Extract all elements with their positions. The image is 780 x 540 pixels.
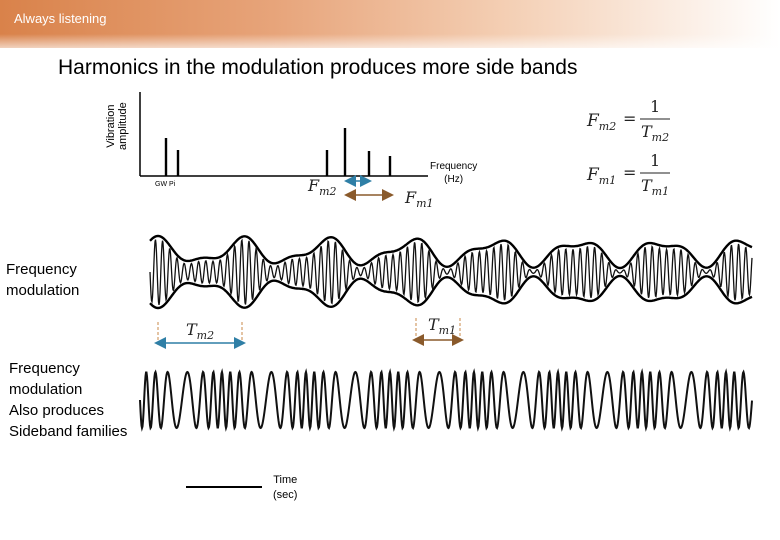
sideband-label-line1: Frequency [9,360,80,377]
tm1-label: Tm1 [428,315,456,337]
x-label-line1: Frequency [430,161,478,172]
formula-fm2-denominator: Tm2 [641,122,669,144]
fm-carrier-waveform [149,238,753,306]
sideband-label-line3: Also produces [9,402,105,419]
brand-label: Always listening [14,11,107,26]
header-fade [0,34,780,56]
spectral-lines [164,128,392,176]
slide-title: Harmonics in the modulation produces mor… [58,56,578,79]
fm-envelope-upper [149,234,753,270]
time-label-line2: (sec) [273,489,298,501]
formula-fm2-equals: = [623,109,636,128]
sideband-label-line4: Sideband families [9,423,128,440]
x-label-line2: (Hz) [444,174,464,185]
fm-envelope-lower [149,274,753,310]
time-axis-label: Time (sec) [273,473,297,503]
formula-fm2-numerator: 1 [650,97,660,116]
fm1-arrow-label: Fm1 [404,188,434,210]
formula-fm1-denominator: Tm1 [641,176,669,198]
fm-label-line1: Frequency [6,261,77,278]
formula-fm1: Fm1 = 1 Tm1 [586,151,670,198]
fm-label: Frequency modulation [6,259,79,301]
sideband-waveform [139,368,753,432]
time-label-line1: Time [273,474,298,486]
sideband-label-line2: modulation [9,381,83,398]
formula-fm1-equals: = [623,163,636,182]
sideband-label: Frequency modulation Also produces Sideb… [9,358,127,442]
formula-fm1-lhs: Fm1 [586,165,616,187]
tm2-label: Tm2 [186,320,214,342]
fm2-arrow-label: Fm2 [307,176,337,198]
formula-fm2: Fm2 = 1 Tm2 [586,97,670,144]
spectrum-x-axis-label: Frequency (Hz) [430,160,477,186]
fm-label-line2: modulation [6,282,80,299]
formula-fm1-numerator: 1 [650,151,660,170]
corner-label: GW Pi [155,181,176,188]
formula-fm2-lhs: Fm2 [586,111,616,133]
